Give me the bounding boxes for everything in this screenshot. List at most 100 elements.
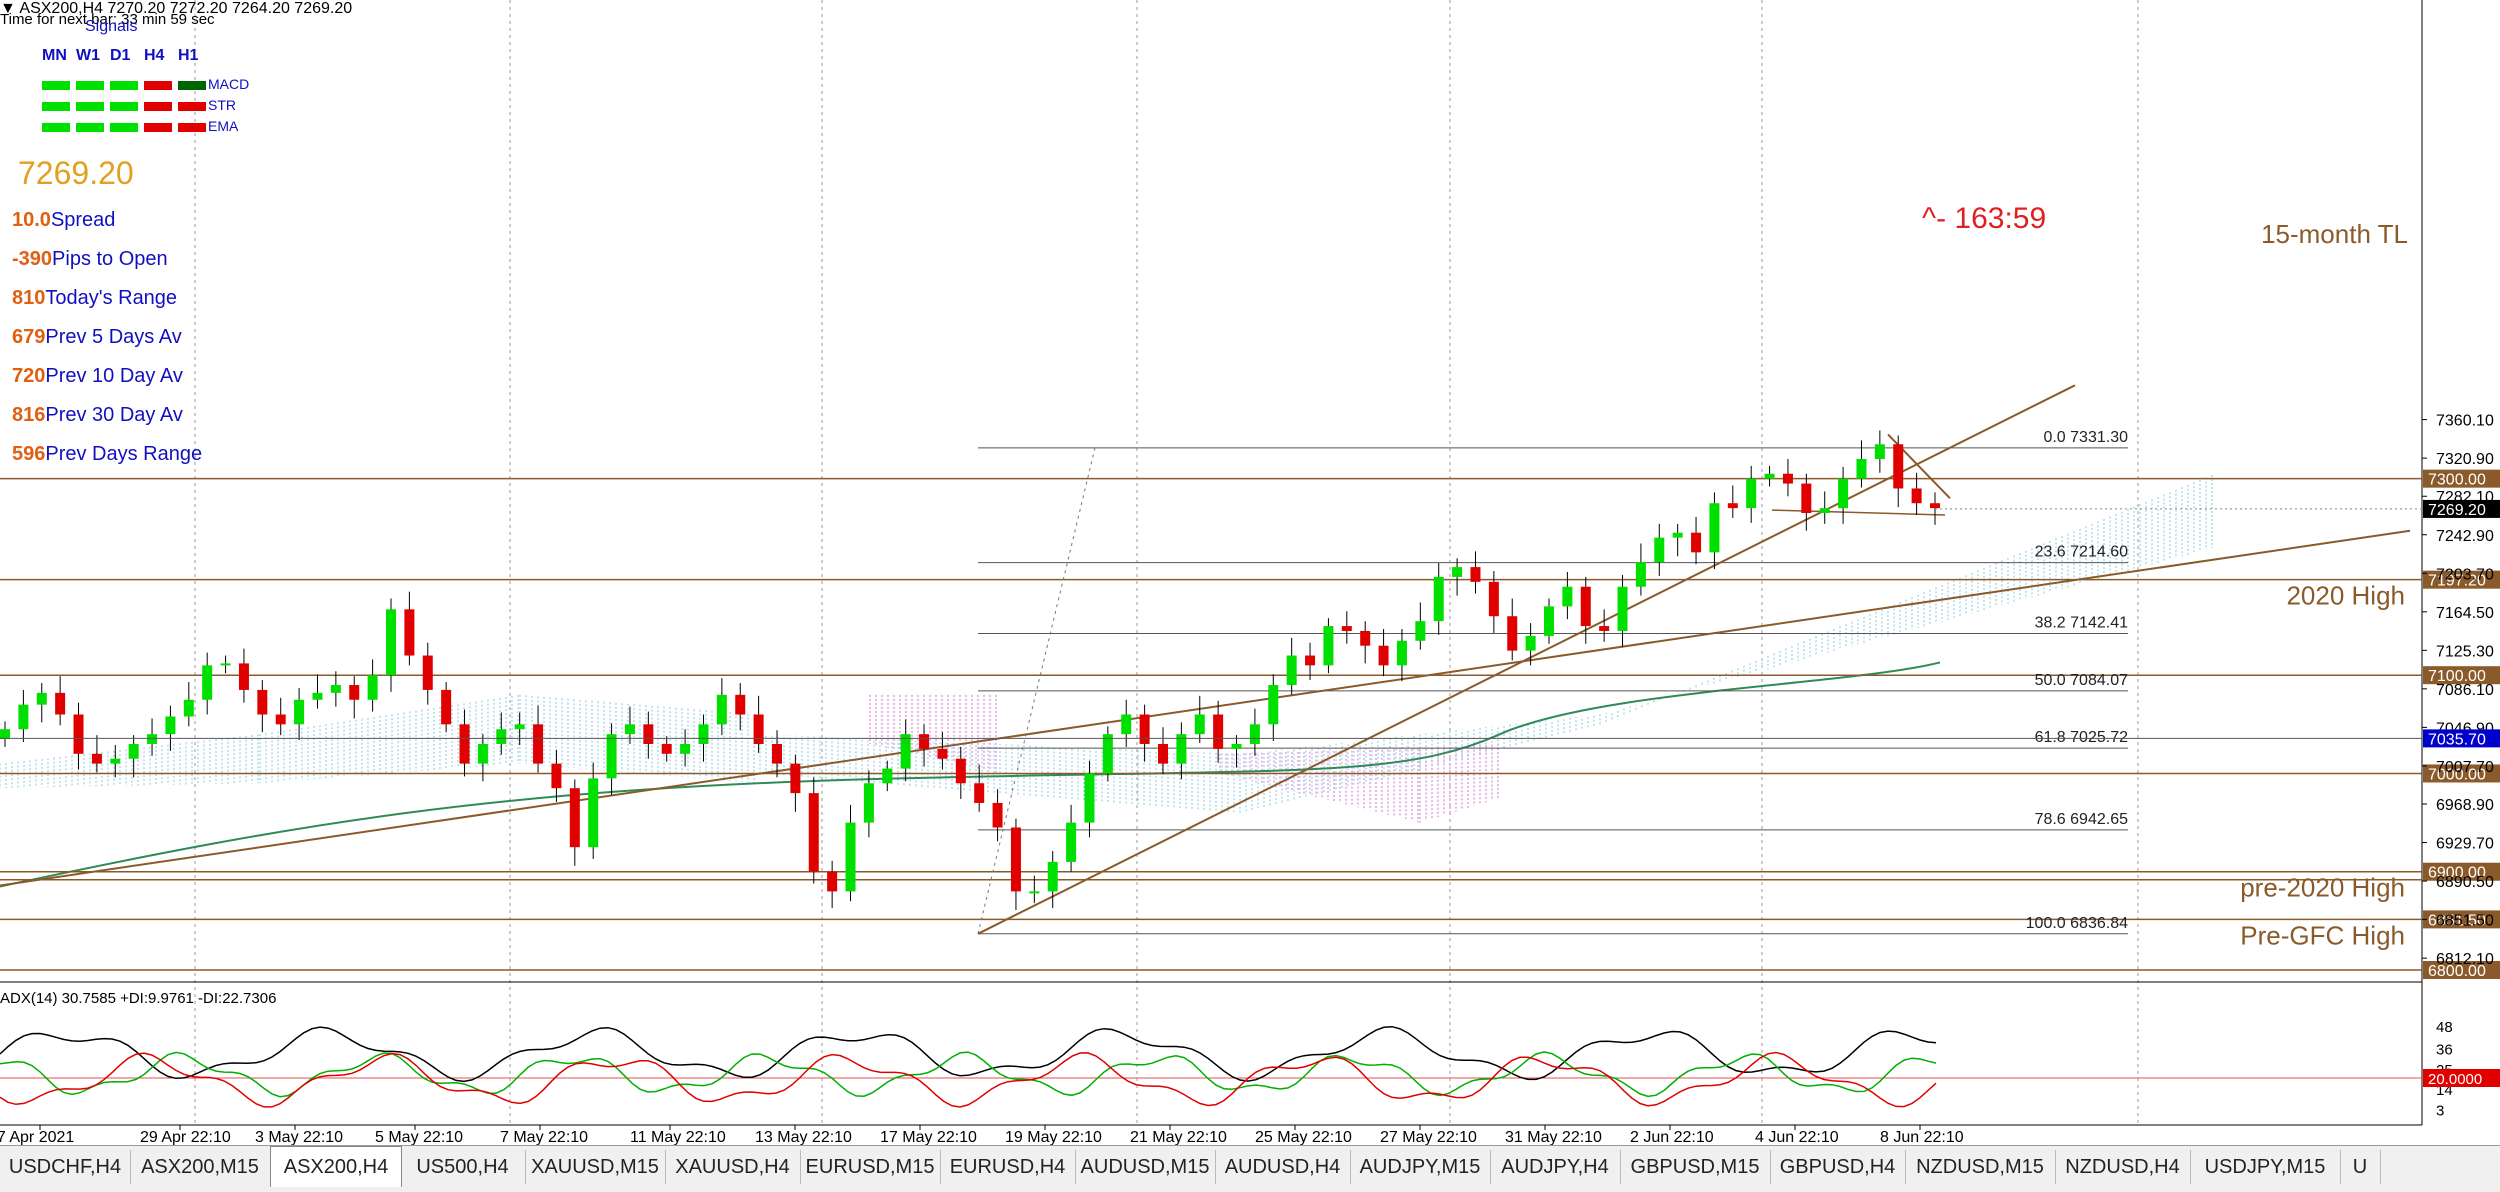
adx-axis-label: 3 — [2436, 1102, 2444, 1119]
tab-xauusd-h4[interactable]: XAUUSD,H4 — [665, 1150, 801, 1184]
signal-indicator — [144, 81, 172, 90]
info-label: Spread — [50, 209, 116, 231]
candle-body — [790, 763, 801, 794]
bear-candle — [404, 591, 415, 666]
candle-body — [477, 743, 488, 764]
current-price-badge — [2423, 499, 2500, 518]
tab-audjpy-h4[interactable]: AUDJPY,H4 — [1490, 1150, 1621, 1184]
price-axis-label: 7007.70 — [2436, 759, 2494, 776]
bull-candle — [18, 689, 29, 743]
price-axis-label: 7203.70 — [2436, 566, 2494, 583]
tab-asx200-h4[interactable]: ASX200,H4 — [270, 1146, 402, 1187]
time-axis-label: 21 May 22:10 — [1130, 1129, 1227, 1145]
adx-title: ADX(14) 30.7585 +DI:9.9761 -DI:22.7306 — [0, 990, 276, 1007]
price-level-badge — [2423, 570, 2500, 589]
candle-body — [680, 743, 691, 754]
signal-indicator — [178, 102, 206, 111]
fib-ratio: 100.0 — [2026, 915, 2066, 932]
bear-candle — [790, 754, 801, 812]
bear-candle — [533, 705, 544, 773]
info-row: 679Prev 5 Days Av — [12, 326, 182, 349]
bull-candle — [845, 804, 856, 902]
tab-u[interactable]: U — [2340, 1150, 2381, 1184]
candle-body — [661, 743, 672, 754]
price-axis-label: 6851.50 — [2436, 912, 2494, 929]
current-price-display: 7269.20 — [18, 155, 134, 191]
bull-candle — [1819, 491, 1830, 524]
candle-body — [257, 689, 268, 715]
info-label: Today's Range — [45, 287, 178, 309]
tab-eurusd-m15[interactable]: EURUSD,M15 — [800, 1150, 941, 1184]
price-axis-label: 7125.30 — [2436, 643, 2494, 660]
candle-body — [882, 768, 893, 784]
bull-candle — [36, 683, 47, 723]
trendline-label: 15-month TL — [2261, 219, 2408, 249]
candle-body — [0, 729, 10, 740]
candle-body — [1341, 626, 1352, 631]
bear-candle — [643, 711, 654, 759]
bear-candle — [551, 749, 562, 802]
bear-candle — [992, 789, 1003, 842]
price-badge-blue-text: 7035.70 — [2428, 731, 2486, 748]
tab-nzdusd-m15[interactable]: NZDUSD,M15 — [1905, 1150, 2056, 1184]
bull-candle — [312, 674, 323, 709]
bull-candle — [183, 682, 194, 727]
tab-gbpusd-h4[interactable]: GBPUSD,H4 — [1770, 1150, 1906, 1184]
bull-candle — [606, 723, 617, 796]
tab-audusd-h4[interactable]: AUDUSD,H4 — [1215, 1150, 1351, 1184]
signal-indicator — [110, 123, 138, 132]
candle-body — [1286, 655, 1297, 686]
info-row: 720Prev 10 Day Av — [12, 365, 183, 388]
fib-price: 6836.84 — [2070, 915, 2128, 932]
signal-indicator — [144, 102, 172, 111]
price-axis-label: 7360.10 — [2436, 413, 2494, 430]
price-chart[interactable]: 7300.00 7197.20 2020 High 7100.00 7000.00 690… — [0, 0, 2500, 1145]
price-level-badge — [2423, 910, 2500, 929]
candle-body — [1635, 562, 1646, 587]
bar-countdown-label: ^- 163:59 — [1922, 202, 2046, 235]
info-label: Prev Days Range — [45, 443, 203, 465]
candle-body — [1323, 626, 1334, 666]
tab-audjpy-m15[interactable]: AUDJPY,M15 — [1350, 1150, 1491, 1184]
price-level-badge — [2423, 666, 2500, 685]
bull-candle — [1268, 674, 1279, 742]
tab-audusd-m15[interactable]: AUDUSD,M15 — [1075, 1150, 1216, 1184]
candle-body — [1580, 586, 1591, 627]
info-label: Pips to Open — [52, 248, 168, 270]
tab-gbpusd-m15[interactable]: GBPUSD,M15 — [1620, 1150, 1771, 1184]
bull-candle — [386, 598, 396, 692]
candle-body — [551, 763, 562, 789]
adx-line — [0, 1025, 1937, 1083]
tab-usdjpy-m15[interactable]: USDJPY,M15 — [2190, 1150, 2341, 1184]
bull-candle — [202, 652, 213, 715]
candle-body — [1121, 714, 1132, 735]
candle-body — [202, 665, 213, 700]
tab-asx200-m15[interactable]: ASX200,M15 — [130, 1150, 271, 1184]
bull-candle — [1323, 618, 1334, 674]
bull-candle — [514, 712, 525, 745]
bear-candle — [238, 648, 249, 703]
tab-usdchf-h4[interactable]: USDCHF,H4 — [0, 1150, 131, 1184]
bull-candle — [1286, 637, 1297, 695]
bear-candle — [275, 697, 286, 736]
info-value: 10.0 — [12, 209, 51, 231]
candle-body — [1507, 616, 1518, 651]
bear-candle — [661, 736, 672, 762]
candle-body — [1433, 576, 1444, 622]
bear-candle — [1691, 516, 1702, 565]
tab-nzdusd-h4[interactable]: NZDUSD,H4 — [2055, 1150, 2191, 1184]
tab-xauusd-m15[interactable]: XAUUSD,M15 — [525, 1150, 666, 1184]
tab-eurusd-h4[interactable]: EURUSD,H4 — [940, 1150, 1076, 1184]
bear-candle — [753, 695, 764, 753]
signal-indicator — [144, 123, 172, 132]
candle-body — [1378, 645, 1389, 666]
bull-candle — [1764, 465, 1775, 487]
bull-candle — [680, 729, 691, 767]
time-axis-label: 5 May 22:10 — [375, 1129, 463, 1145]
candle-body — [459, 724, 470, 764]
tab-us500-h4[interactable]: US500,H4 — [400, 1150, 526, 1184]
candle-body — [1727, 503, 1738, 509]
fib-ratio: 78.6 — [2035, 811, 2066, 828]
candle-body — [1139, 714, 1150, 744]
bull-candle — [863, 770, 874, 838]
